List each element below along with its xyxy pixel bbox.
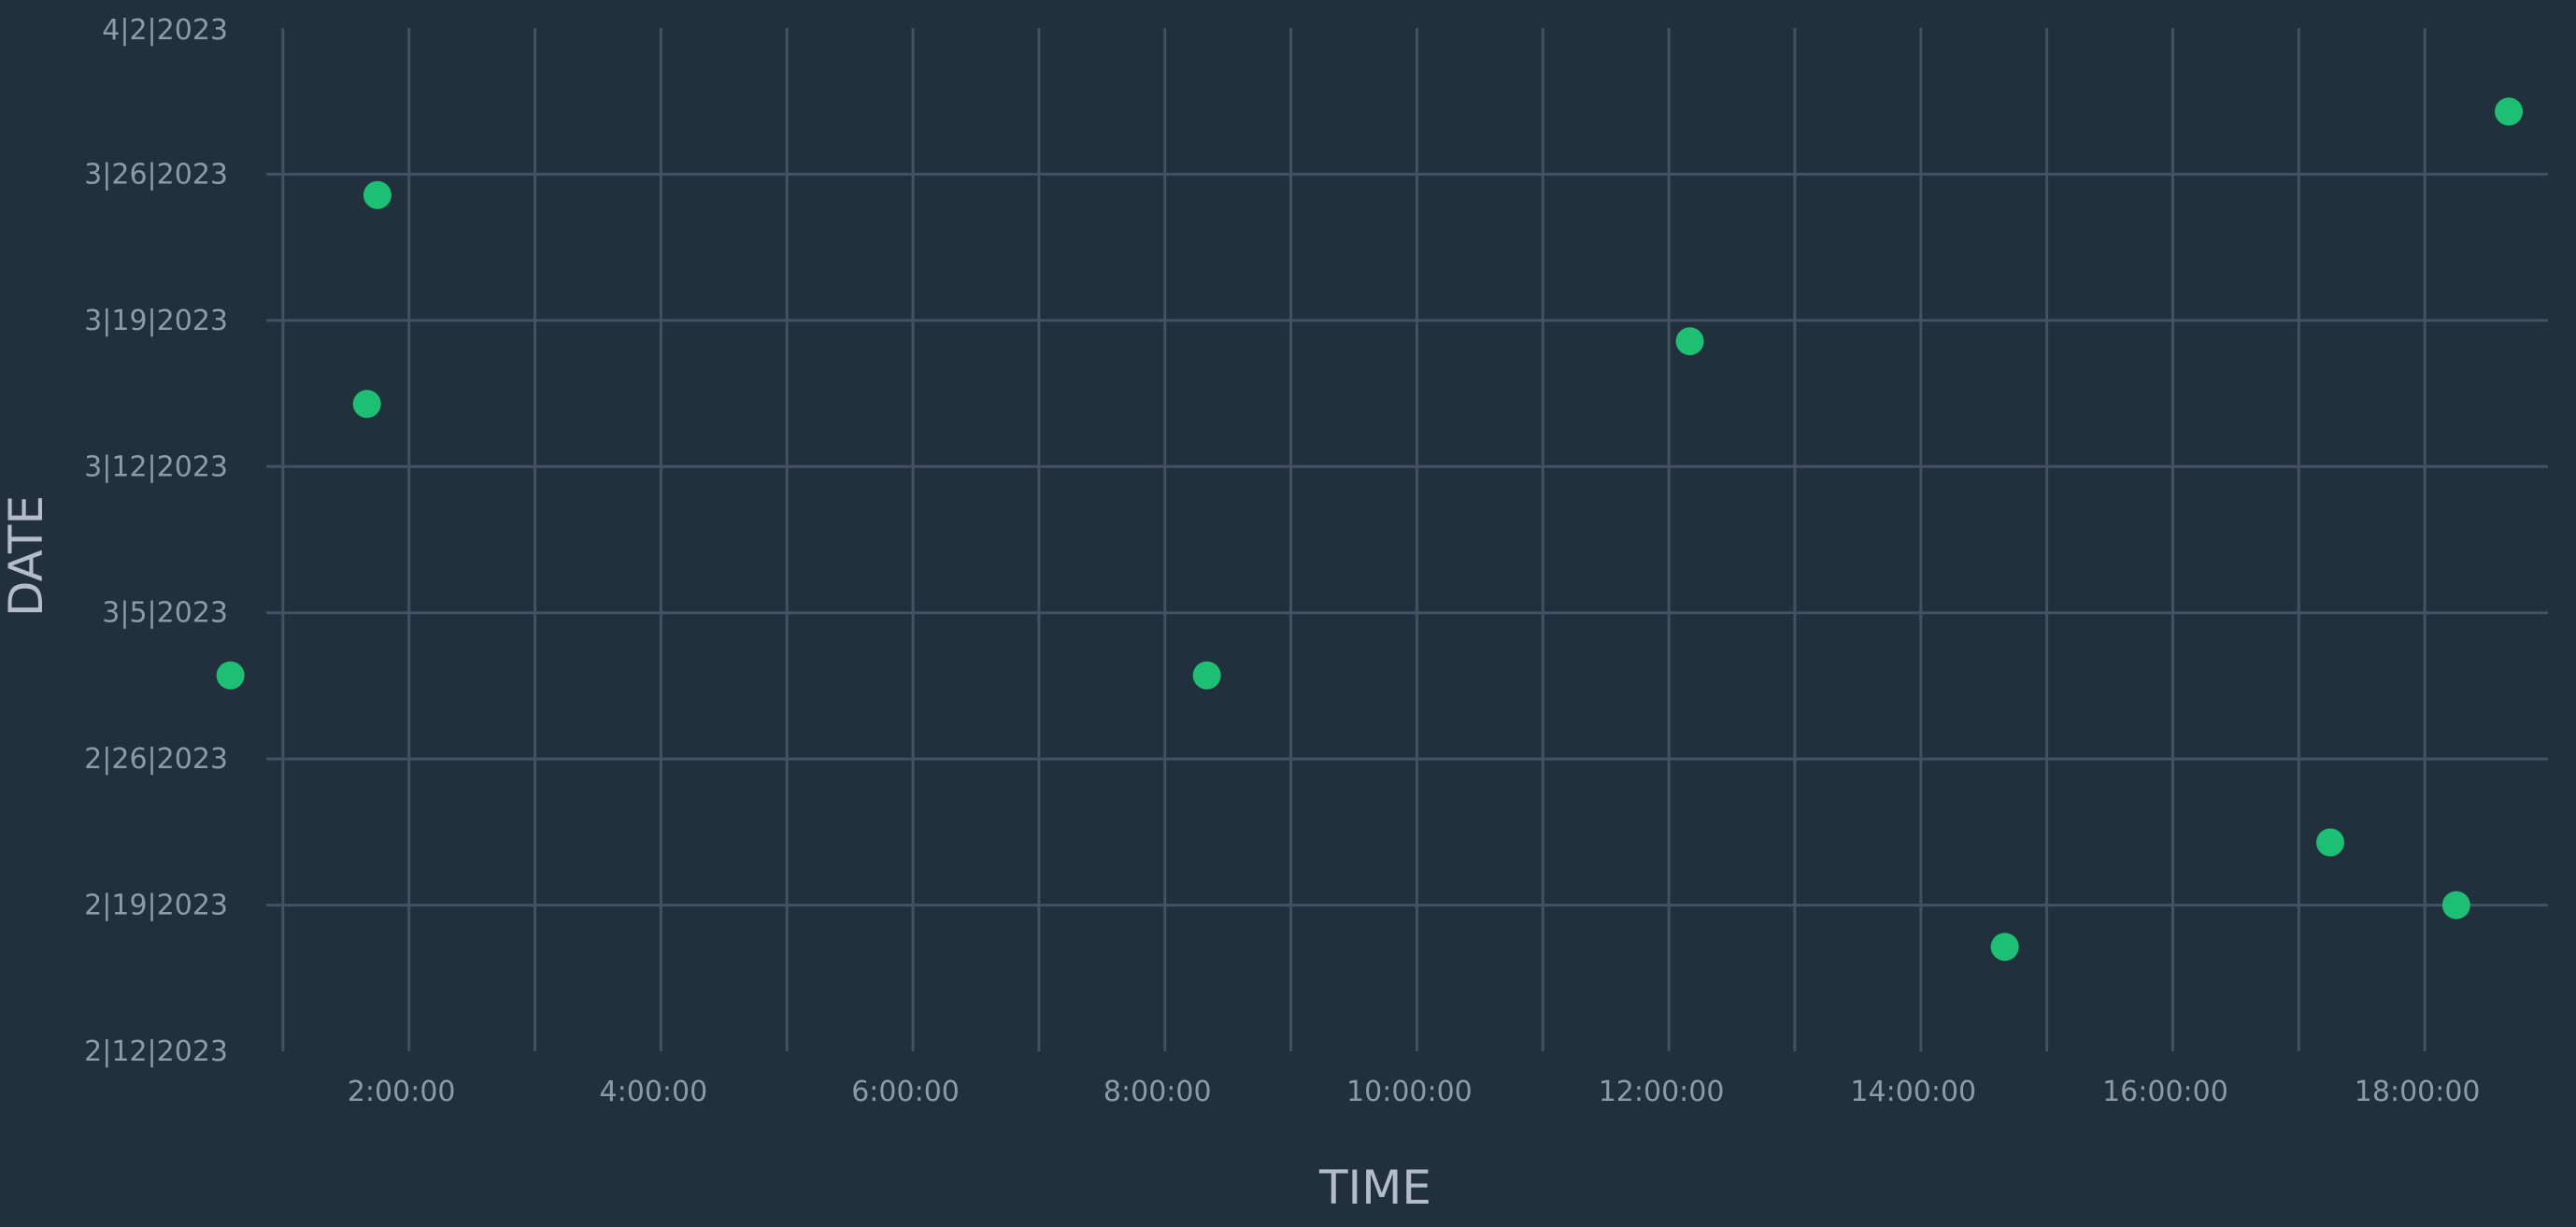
x-tick-label: 10:00:00 [1346,1076,1473,1108]
data-point [2495,97,2524,126]
y-axis-ticks: 4|2|2023 3|26|2023 3|19|2023 3|12|2023 3|5|2… [84,14,228,1068]
x-tick-label: 8:00:00 [1103,1076,1212,1108]
y-tick-label: 2|26|2023 [84,743,228,776]
x-tick-label: 16:00:00 [2102,1076,2228,1108]
x-tick-label: 14:00:00 [1850,1076,1976,1108]
y-tick-label: 2|12|2023 [84,1035,228,1068]
data-points [216,97,2524,962]
y-tick-label: 3|26|2023 [84,158,228,191]
data-point [363,180,391,209]
x-tick-label: 18:00:00 [2355,1076,2481,1108]
data-point [1675,327,1704,356]
gridlines [266,28,2548,1051]
x-tick-label: 6:00:00 [851,1076,960,1108]
x-axis-title: TIME [1318,1161,1431,1215]
x-tick-label: 12:00:00 [1599,1076,1725,1108]
y-tick-label: 2|19|2023 [84,890,228,922]
data-point [352,390,381,419]
y-tick-label: 3|12|2023 [84,450,228,483]
data-point [2316,828,2345,857]
x-axis-ticks: 2:00:00 4:00:00 6:00:00 8:00:00 10:00:00 12:0… [348,1076,2481,1108]
y-tick-label: 3|5|2023 [102,597,228,630]
data-point [216,661,245,690]
y-tick-label: 3|19|2023 [84,305,228,337]
x-tick-label: 2:00:00 [348,1076,456,1108]
data-point [2441,891,2470,920]
data-point [1990,933,2019,962]
data-point [1192,661,1221,690]
x-tick-label: 4:00:00 [600,1076,708,1108]
y-tick-label: 4|2|2023 [102,14,228,47]
y-axis-title: DATE [0,495,53,617]
